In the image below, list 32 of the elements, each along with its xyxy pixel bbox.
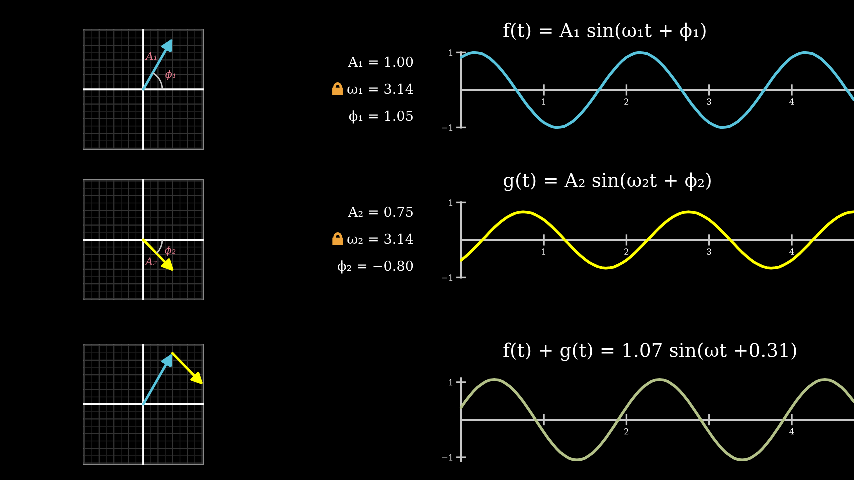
y-tick-label: 1 — [449, 200, 453, 206]
x-tick-label: 2 — [624, 428, 629, 435]
y-tick-label: −1 — [442, 454, 453, 461]
y-tick-label: −1 — [442, 124, 453, 131]
text: ϕ₁ — [166, 70, 176, 80]
text: A₂ = 0.75 — [348, 206, 413, 218]
chart-title: g(t) = A₂ sin(ω₂t + ϕ₂) — [504, 172, 711, 192]
line-series — [460, 210, 854, 270]
x-tick-label: 3 — [707, 248, 712, 255]
x-tick-label: 2 — [624, 248, 629, 255]
x-tick-label: 1 — [542, 248, 546, 255]
x-tick-label: 1 — [542, 98, 546, 105]
text: ω₁ = 3.14 — [348, 84, 414, 94]
text: A₁ — [145, 52, 157, 60]
x-tick-label: 4 — [790, 98, 794, 105]
text: ϕ₂ — [165, 246, 176, 256]
x-tick-label: 4 — [790, 248, 794, 255]
x-tick-label: 3 — [707, 98, 712, 105]
line-series — [460, 378, 854, 462]
y-tick-label: −1 — [442, 274, 453, 281]
x-tick-label: 4 — [790, 428, 794, 435]
y-tick-label: 1 — [449, 379, 453, 386]
text: ϕ₂ = −0.80 — [338, 260, 414, 274]
chart-title: f(t) + g(t) = 1.07 sin(ωt +0.31) — [504, 342, 796, 362]
chart-title: f(t) = A₁ sin(ω₁t + ϕ₁) — [504, 22, 706, 42]
x-tick-label: 2 — [624, 98, 629, 105]
y-tick-label: 1 — [449, 50, 453, 56]
text: A₁ = 1.00 — [348, 56, 414, 68]
text: A₂ — [144, 258, 157, 266]
text: ϕ₁ = 1.05 — [349, 110, 413, 124]
text: ω₂ = 3.14 — [348, 234, 414, 244]
line-series — [460, 51, 854, 130]
